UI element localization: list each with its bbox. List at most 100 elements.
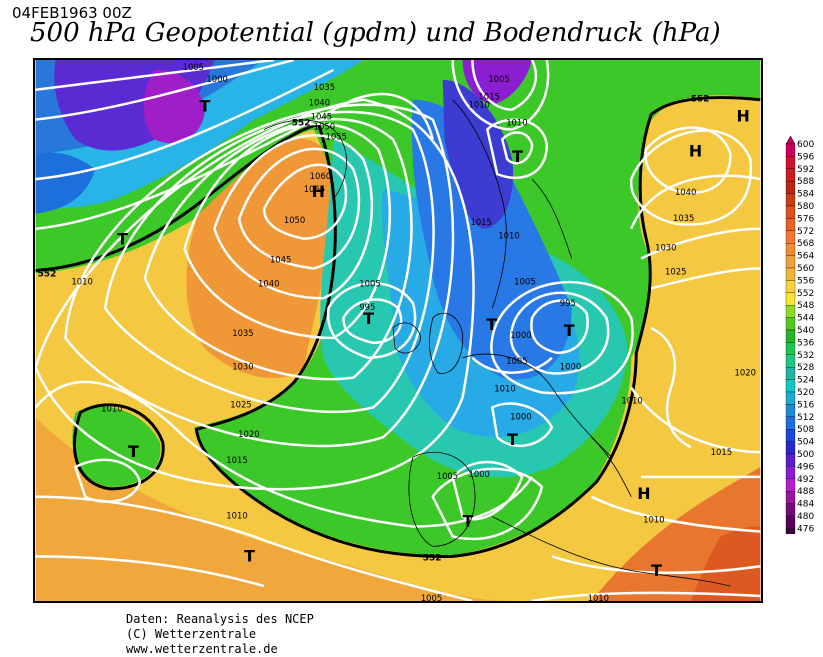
colorbar-tick-label: 540	[797, 326, 814, 336]
isobar-label: 1030	[655, 243, 676, 253]
isobar-label: 1035	[314, 82, 335, 92]
isobar-label: 1050	[314, 121, 335, 131]
pressure-center-high: H	[312, 182, 325, 201]
isobar-label: 1010	[588, 593, 609, 601]
green-cutoff-low	[72, 406, 161, 487]
pressure-center-low: T	[363, 309, 374, 328]
colorbar-tick-label: 600	[797, 140, 814, 150]
isobar-label: 1005	[359, 278, 380, 288]
isobar-label: 1035	[232, 328, 253, 338]
isobar-label: 1045	[311, 112, 332, 122]
isobar-label: 1005	[514, 276, 535, 286]
isobar-label: 995	[560, 298, 576, 308]
hot-field-southeast	[690, 526, 761, 601]
colorbar-swatch	[785, 441, 796, 455]
colorbar-tick-label: 520	[797, 388, 814, 398]
colorbar-swatch	[785, 515, 796, 529]
isobar-label: 1010	[494, 384, 515, 394]
colorbar-swatch	[785, 143, 796, 157]
violet-field-north	[462, 60, 533, 105]
isobar-label: 1025	[665, 266, 686, 276]
colorbar-swatch	[785, 491, 796, 504]
colorbar-swatch	[785, 453, 796, 467]
colorbar-swatch	[785, 367, 796, 380]
isobar-label: 1035	[673, 213, 694, 223]
isobar-label: 1060	[310, 171, 331, 181]
pressure-center-low: T	[199, 97, 210, 116]
colorbar-tick-label: 536	[797, 338, 814, 348]
colorbar-swatch	[785, 193, 796, 207]
colorbar-swatch	[785, 181, 796, 194]
isobar-label: 1010	[101, 403, 122, 413]
isobar-label: 1055	[326, 131, 347, 141]
isobar-label: 1010	[506, 118, 527, 128]
colorbar-swatch	[785, 243, 796, 256]
isobars	[35, 60, 761, 601]
pressure-center-low: T	[463, 512, 474, 531]
pressure-center-high: H	[689, 141, 702, 160]
colorbar-swatch	[785, 354, 796, 368]
colorbar-swatch	[785, 329, 796, 343]
map-date-label: 04FEB1963 00Z	[12, 4, 132, 22]
isobar-label: 1000	[206, 74, 227, 84]
colorbar-swatch	[785, 230, 796, 244]
isobar-label: 1040	[258, 278, 279, 288]
blue-field-west	[35, 152, 96, 214]
isobar-label: 1010	[226, 511, 247, 521]
isobar-label: 1030	[232, 362, 253, 372]
isobar-label: 1010	[71, 276, 92, 286]
credit-website: www.wetterzentrale.de	[126, 642, 278, 656]
isobar-label: 1015	[226, 455, 247, 465]
isobar-label: 1000	[510, 330, 531, 340]
colorbar-tick-label: 508	[797, 425, 814, 435]
colorbar-tick-label: 532	[797, 351, 814, 361]
colorbar-tick-label: 588	[797, 177, 814, 187]
colorbar-swatch	[785, 478, 796, 492]
colorbar-swatch	[785, 503, 796, 517]
isobar-label: 1005	[183, 62, 204, 72]
isobar-label: 1015	[470, 217, 491, 227]
pressure-center-low: T	[128, 442, 139, 461]
isobar-label: 1020	[238, 429, 259, 439]
isobar-label: 1000	[468, 469, 489, 479]
colorbar-tick-label: 544	[797, 314, 814, 324]
colorbar-tick-label: 580	[797, 202, 814, 212]
weather-map: 552 552 552 552 1005 1000 1035 1040 1045…	[33, 58, 763, 603]
isobar-label: 995	[359, 302, 375, 312]
colorbar-tick-label: 500	[797, 450, 814, 460]
pressure-center-high: H	[736, 107, 749, 126]
colorbar-tick-label: 476	[797, 524, 814, 534]
isobar-label: 1050	[284, 215, 305, 225]
colorbar-swatch	[785, 379, 796, 393]
geopotential-label: 552	[38, 269, 57, 279]
colorbar-tick-label: 584	[797, 190, 814, 200]
isobar-label: 1010	[498, 231, 519, 241]
colorbar-swatch	[785, 156, 796, 169]
colorbar-tick-label: 528	[797, 363, 814, 373]
colorbar-tick-label: 512	[797, 413, 814, 423]
colorbar-tick-label: 552	[797, 289, 814, 299]
isobar-label: 1065	[304, 184, 325, 194]
colorbar-tick-label: 572	[797, 227, 814, 237]
isobar-label: 1020	[735, 368, 756, 378]
colorbar-swatches	[785, 135, 796, 534]
isobar-label: 1045	[270, 255, 291, 265]
colorbar-swatch	[785, 528, 796, 534]
pressure-center-high: H	[637, 484, 650, 503]
colorbar-labels: 600 596 592 588 584 580 576 572 568 564 560 556 552 5…	[797, 140, 814, 534]
colorbar-tick-label: 488	[797, 487, 814, 497]
credit-copyright: (C) Wetterzentrale	[126, 627, 257, 641]
colorbar-tick-label: 480	[797, 512, 814, 522]
map-title: 500 hPa Geopotential (gpdm) und Bodendru…	[30, 18, 721, 48]
isobar-labels: 1005 1000 1035 1040 1045 1055 1050 1060 …	[71, 62, 756, 601]
warm-field-northeast	[634, 95, 761, 358]
colorbar-tick-label: 568	[797, 239, 814, 249]
colorbar-tick-label: 564	[797, 252, 814, 262]
colorbar-tick-label: 516	[797, 400, 814, 410]
credits: Daten: Reanalysis des NCEP (C) Wetterzen…	[126, 612, 314, 657]
colorbar-swatch	[785, 267, 796, 281]
warm-ridge-atlantic	[186, 138, 334, 379]
colorbar-top-arrow	[785, 135, 796, 145]
colorbar-swatch	[785, 416, 796, 430]
colorbar-swatch	[785, 280, 796, 293]
